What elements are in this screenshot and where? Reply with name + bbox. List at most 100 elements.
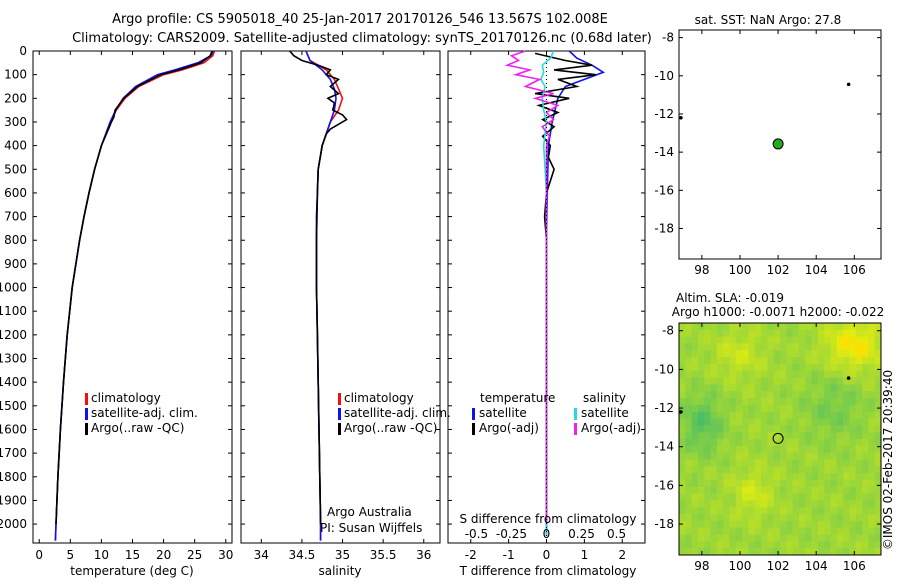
heat-cell <box>874 507 882 515</box>
heat-cell <box>691 459 699 467</box>
heat-cell <box>849 548 857 556</box>
heat-cell <box>817 377 825 385</box>
heat-cell <box>824 514 831 522</box>
heat-cell <box>805 459 812 467</box>
heat-cell <box>729 520 737 529</box>
heat-cell <box>723 411 730 419</box>
heat-cell <box>691 541 699 549</box>
heat-cell <box>868 527 876 535</box>
heat-cell <box>679 350 686 358</box>
heat-cell <box>697 459 705 467</box>
heat-cell <box>691 370 699 378</box>
heat-cell <box>780 363 787 372</box>
heat-cell <box>761 418 768 426</box>
heat-cell <box>742 391 749 399</box>
heat-cell <box>685 336 693 344</box>
heat-cell <box>685 493 693 501</box>
heat-cell <box>849 404 857 413</box>
heat-cell <box>798 486 806 494</box>
heat-cell <box>729 357 737 365</box>
heat-cell <box>855 363 863 372</box>
heat-cell <box>704 370 711 378</box>
heat-cell <box>874 418 882 426</box>
heat-cell <box>704 391 711 399</box>
s-diff-label: S difference from climatology <box>460 512 637 526</box>
map-y-tick-label: -16 <box>654 478 674 492</box>
heat-cell <box>697 473 705 481</box>
heat-cell <box>685 418 693 426</box>
heat-cell <box>798 350 806 358</box>
heat-cell <box>754 500 762 508</box>
heat-cell <box>811 336 819 344</box>
heat-cell <box>849 479 857 488</box>
heat-cell <box>830 411 838 419</box>
heat-cell <box>868 466 876 474</box>
heat-cell <box>716 527 724 535</box>
heat-cell <box>679 479 686 488</box>
heat-cell <box>704 493 711 501</box>
heat-cell <box>836 548 844 556</box>
heat-cell <box>748 452 756 460</box>
legend-swatch-0 <box>85 393 88 405</box>
heat-cell <box>767 336 775 344</box>
heat-cell <box>862 459 869 467</box>
heat-cell <box>729 534 737 542</box>
heat-cell <box>761 486 768 494</box>
heat-cell <box>716 445 724 454</box>
series-line-1 <box>534 52 596 525</box>
heat-cell <box>836 370 844 378</box>
heat-cell <box>830 445 838 454</box>
heat-cell <box>817 370 825 378</box>
heat-cell <box>679 534 686 542</box>
heat-cell <box>735 357 743 365</box>
heat-cell <box>780 452 787 460</box>
heat-cell <box>754 527 762 535</box>
heat-cell <box>697 398 705 406</box>
heat-cell <box>836 411 844 419</box>
heat-cell <box>862 370 869 378</box>
heat-cell <box>792 357 800 365</box>
heat-cell <box>767 343 775 351</box>
heat-cell <box>773 343 781 351</box>
heat-cell <box>761 527 768 535</box>
heat-cell <box>735 493 743 501</box>
heat-cell <box>824 377 831 385</box>
heat-cell <box>735 350 743 358</box>
heat-cell <box>735 452 743 460</box>
heat-cell <box>862 411 869 419</box>
heat-cell <box>767 548 775 556</box>
heat-cell <box>767 452 775 460</box>
heat-cell <box>811 493 819 501</box>
heat-cell <box>742 445 749 454</box>
heat-cell <box>830 329 838 338</box>
map-y-tick-label: -14 <box>654 145 674 159</box>
heat-cell <box>716 323 724 331</box>
heat-cell <box>723 527 730 535</box>
heat-cell <box>742 425 749 433</box>
heat-cell <box>735 466 743 474</box>
heat-cell <box>836 520 844 529</box>
heat-cell <box>805 377 812 385</box>
heat-cell <box>817 384 825 392</box>
heat-cell <box>874 411 882 419</box>
heat-cell <box>710 486 718 494</box>
heat-cell <box>811 411 819 419</box>
heat-cell <box>697 336 705 344</box>
heat-cell <box>710 336 718 344</box>
heat-cell <box>805 418 812 426</box>
map-y-tick-label: -12 <box>654 401 674 415</box>
heat-cell <box>729 398 737 406</box>
heat-cell <box>773 541 781 549</box>
heat-cell <box>710 445 718 454</box>
series-line-2 <box>55 50 213 525</box>
heat-cell <box>855 350 863 358</box>
heat-cell <box>798 384 806 392</box>
heat-cell <box>849 418 857 426</box>
heat-cell <box>830 507 838 515</box>
heat-cell <box>685 363 693 372</box>
float-marker-2 <box>679 115 683 120</box>
heat-cell <box>792 404 800 413</box>
heat-cell <box>767 329 775 338</box>
heat-cell <box>723 404 730 413</box>
heat-cell <box>729 343 737 351</box>
